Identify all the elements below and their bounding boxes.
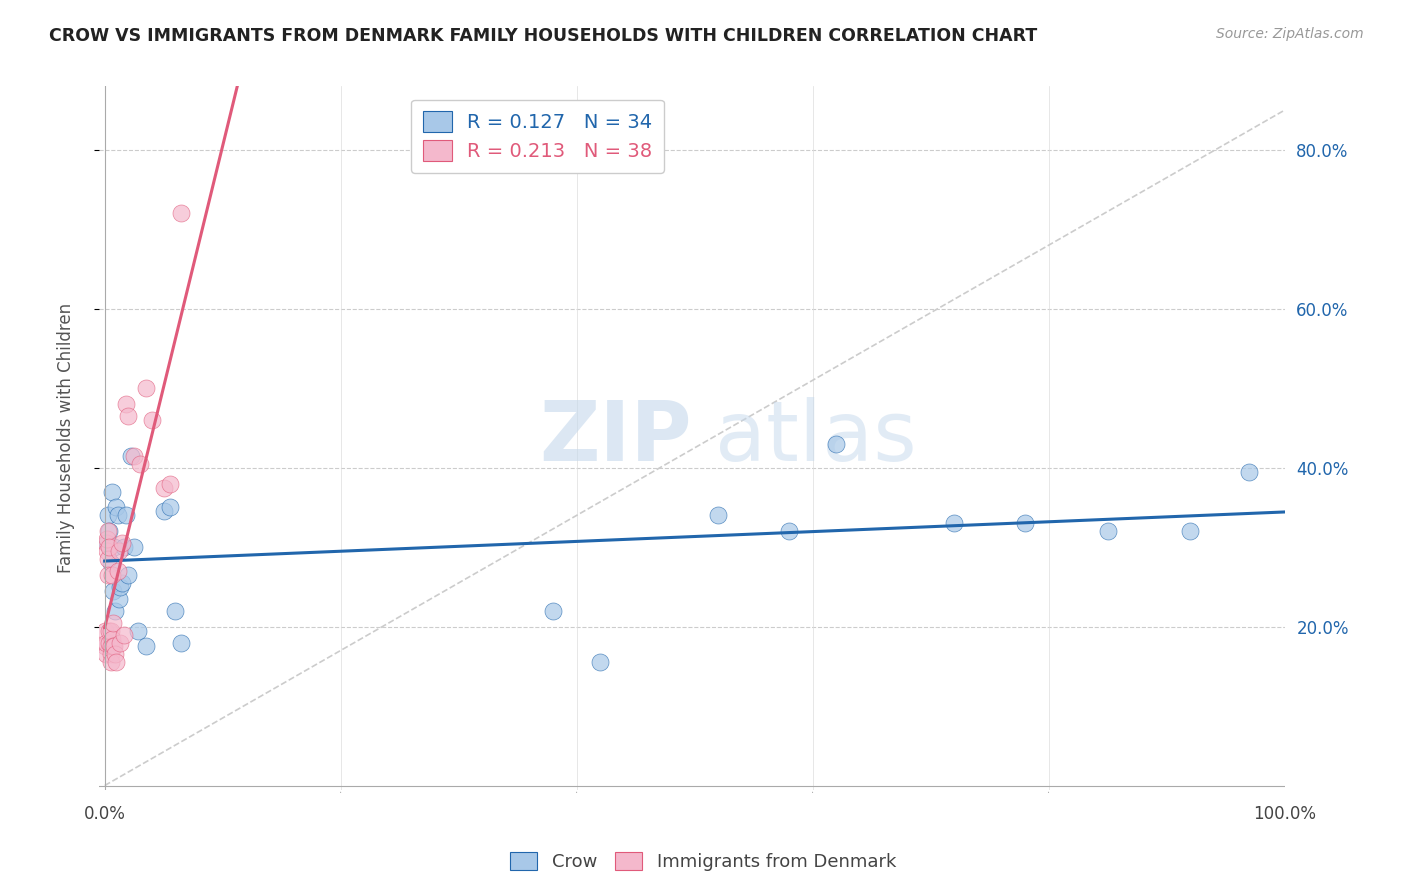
Point [589, 656, 612, 670]
Point [115, 397, 138, 411]
Point [98, 635, 121, 649]
Legend: Crow, Immigrants from Denmark: Crow, Immigrants from Denmark [503, 845, 903, 879]
Point [100, 640, 122, 654]
Point [112, 627, 135, 641]
Y-axis label: Family Households with Children: Family Households with Children [58, 303, 75, 573]
Point [108, 635, 131, 649]
Point [117, 568, 139, 582]
Point [159, 476, 181, 491]
Point [100, 556, 122, 570]
Point [97, 524, 120, 539]
Point [97, 552, 120, 566]
Text: Source: ZipAtlas.com: Source: ZipAtlas.com [1216, 27, 1364, 41]
Point [141, 413, 163, 427]
Point [1097, 524, 1119, 539]
Point [111, 536, 134, 550]
Point [707, 508, 730, 523]
Point [94, 536, 117, 550]
Point [159, 500, 181, 515]
Point [94, 635, 117, 649]
Point [778, 524, 800, 539]
Point [100, 648, 122, 662]
Point [115, 508, 138, 523]
Point [943, 516, 966, 531]
Point [97, 568, 120, 582]
Point [541, 604, 564, 618]
Point [94, 648, 117, 662]
Point [98, 540, 121, 554]
Point [107, 564, 129, 578]
Point [101, 615, 124, 630]
Point [165, 604, 187, 618]
Point [101, 583, 124, 598]
Point [96, 544, 118, 558]
Point [127, 624, 149, 638]
Point [152, 481, 174, 495]
Point [100, 632, 122, 646]
Point [122, 449, 145, 463]
Point [98, 524, 121, 539]
Point [108, 591, 131, 606]
Point [112, 540, 135, 554]
Point [108, 544, 131, 558]
Point [104, 604, 127, 618]
Point [101, 640, 124, 654]
Point [93, 640, 115, 654]
Legend: R = 0.127   N = 34, R = 0.213   N = 38: R = 0.127 N = 34, R = 0.213 N = 38 [411, 100, 664, 173]
Point [100, 568, 122, 582]
Point [170, 635, 193, 649]
Point [170, 206, 193, 220]
Text: CROW VS IMMIGRANTS FROM DENMARK FAMILY HOUSEHOLDS WITH CHILDREN CORRELATION CHAR: CROW VS IMMIGRANTS FROM DENMARK FAMILY H… [49, 27, 1038, 45]
Point [120, 449, 142, 463]
Point [105, 500, 128, 515]
Point [96, 533, 118, 547]
Text: ZIP: ZIP [538, 398, 692, 478]
Point [129, 457, 152, 471]
Point [96, 536, 118, 550]
Point [103, 540, 125, 554]
Point [117, 409, 139, 423]
Point [135, 381, 157, 395]
Point [103, 640, 125, 654]
Point [825, 437, 848, 451]
Point [1014, 516, 1036, 531]
Point [135, 640, 157, 654]
Point [98, 624, 121, 638]
Point [107, 508, 129, 523]
Point [1178, 524, 1201, 539]
Point [108, 580, 131, 594]
Point [100, 656, 122, 670]
Point [97, 508, 120, 523]
Point [1237, 465, 1260, 479]
Point [111, 576, 134, 591]
Text: atlas: atlas [716, 398, 917, 478]
Point [100, 484, 122, 499]
Point [105, 656, 128, 670]
Point [104, 648, 127, 662]
Point [122, 540, 145, 554]
Point [152, 504, 174, 518]
Point [93, 624, 115, 638]
Point [100, 624, 122, 638]
